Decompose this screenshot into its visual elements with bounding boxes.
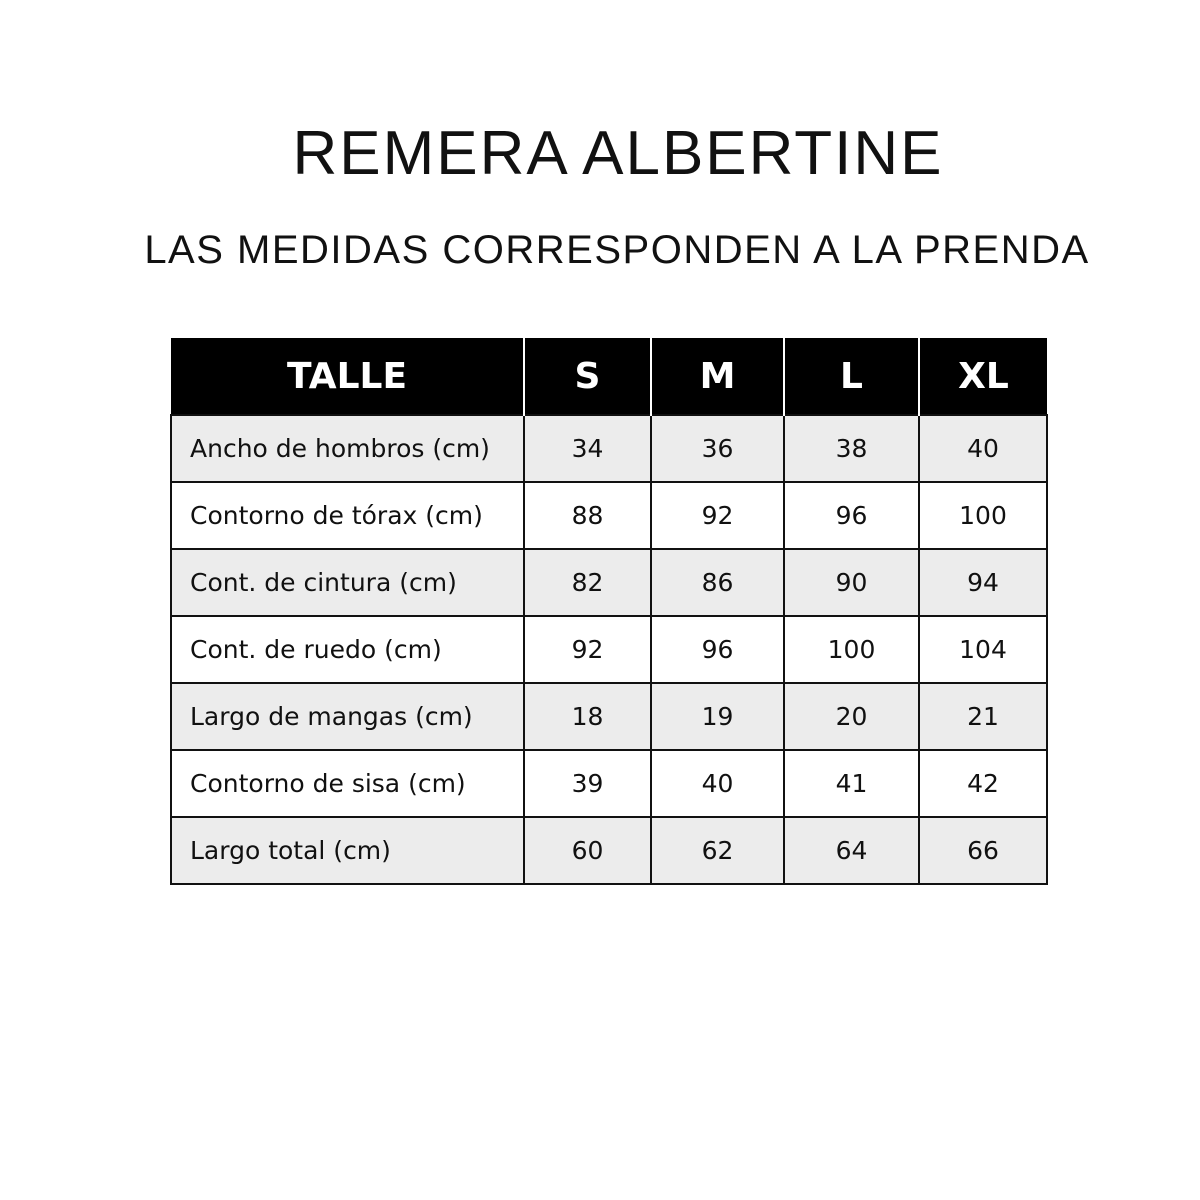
measurement-cell: 96 [650, 615, 785, 684]
measurement-cell: 60 [523, 816, 652, 885]
page-subtitle: LAS MEDIDAS CORRESPONDEN A LA PRENDA [144, 228, 1090, 272]
measurement-cell: 64 [783, 816, 920, 885]
row-label: Largo total (cm) [170, 816, 525, 885]
measurement-cell: 100 [918, 481, 1048, 550]
measurement-cell: 66 [918, 816, 1048, 885]
measurement-cell: 92 [650, 481, 785, 550]
measurement-cell: 92 [523, 615, 652, 684]
header-s: S [523, 338, 651, 415]
measurement-cell: 19 [650, 682, 785, 751]
measurement-cell: 94 [918, 548, 1048, 617]
measurement-cell: 20 [783, 682, 920, 751]
row-label: Ancho de hombros (cm) [170, 414, 525, 483]
measurement-cell: 88 [523, 481, 652, 550]
header-row: TALLE S M L XL [171, 338, 1047, 415]
measurement-cell: 39 [523, 749, 652, 818]
measurement-cell: 100 [783, 615, 920, 684]
measurement-cell: 104 [918, 615, 1048, 684]
table-row: Cont. de cintura (cm) 82 86 90 94 [170, 548, 1048, 617]
measurement-cell: 90 [783, 548, 920, 617]
measurement-cell: 38 [783, 414, 920, 483]
header-m: M [650, 338, 784, 415]
table-row: Contorno de sisa (cm) 39 40 41 42 [170, 749, 1048, 818]
measurement-cell: 40 [650, 749, 785, 818]
table-row: Ancho de hombros (cm) 34 36 38 40 [170, 414, 1048, 483]
measurement-cell: 42 [918, 749, 1048, 818]
measurement-cell: 18 [523, 682, 652, 751]
header-talle: TALLE [171, 338, 524, 415]
header-xl: XL [918, 338, 1047, 415]
row-label: Largo de mangas (cm) [170, 682, 525, 751]
measurement-cell: 96 [783, 481, 920, 550]
table-row: Cont. de ruedo (cm) 92 96 100 104 [170, 615, 1048, 684]
measurement-cell: 21 [918, 682, 1048, 751]
row-label: Cont. de cintura (cm) [170, 548, 525, 617]
row-label: Contorno de tórax (cm) [170, 481, 525, 550]
measurement-cell: 41 [783, 749, 920, 818]
measurement-cell: 40 [918, 414, 1048, 483]
row-label: Cont. de ruedo (cm) [170, 615, 525, 684]
measurement-cell: 86 [650, 548, 785, 617]
table-row: Contorno de tórax (cm) 88 92 96 100 [170, 481, 1048, 550]
measurement-cell: 34 [523, 414, 652, 483]
measurement-cell: 62 [650, 816, 785, 885]
measurement-cell: 36 [650, 414, 785, 483]
row-label: Contorno de sisa (cm) [170, 749, 525, 818]
page-title: REMERA ALBERTINE [292, 119, 944, 188]
table-row: Largo de mangas (cm) 18 19 20 21 [170, 682, 1048, 751]
measurement-cell: 82 [523, 548, 652, 617]
table-row: Largo total (cm) 60 62 64 66 [170, 816, 1048, 885]
size-chart-table: TALLE S M L XL Ancho de hombros (cm) 34 36… [170, 338, 1048, 885]
header-l: L [783, 338, 919, 415]
